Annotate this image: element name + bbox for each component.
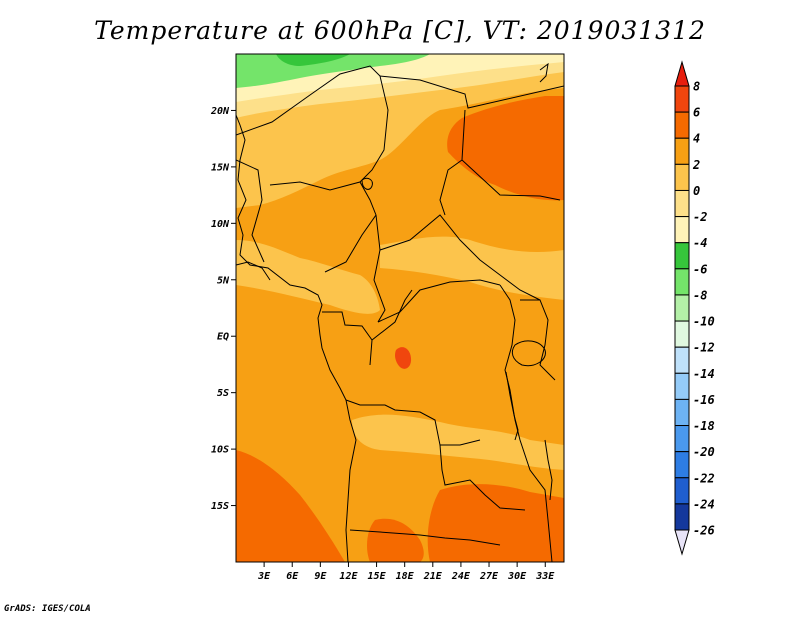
border-congo-north <box>377 279 501 323</box>
lon-tick-label: 33E <box>535 571 555 582</box>
colorbar-level-label: -20 <box>693 445 715 459</box>
lon-tick-label: 27E <box>479 571 499 582</box>
colorbar-level-label: -16 <box>693 393 715 407</box>
colorbar-level-label: 4 <box>693 132 700 146</box>
lake-tanganyika <box>505 371 519 441</box>
colorbar-level-label: -10 <box>693 315 715 329</box>
colorbar-level-label: -6 <box>693 262 707 276</box>
colorbar-segment <box>674 477 690 505</box>
border-car <box>379 214 541 301</box>
colorbar-level-label: 8 <box>693 80 700 94</box>
lon-tick-label: 15E <box>368 571 387 582</box>
field-band-4-to-6-southeast <box>427 484 564 562</box>
border-angola-zambia <box>439 444 526 511</box>
lon-tick-label: 3E <box>257 571 271 582</box>
latitude-axis: 20N 15N 10N 5N EQ 5S 10S 15S <box>210 106 236 512</box>
colorbar-level-label: -14 <box>693 367 715 381</box>
colorbar-segment <box>674 398 690 427</box>
border-congo-drc <box>371 289 413 341</box>
lat-tick-label: 15N <box>211 162 230 173</box>
lat-tick-label: 5S <box>217 388 229 399</box>
lon-tick-label: 21E <box>423 571 443 582</box>
lon-tick-label: 24E <box>451 571 471 582</box>
border-sahara-1 <box>236 65 381 136</box>
lake-chad <box>361 177 373 190</box>
colorbar: 8 6 4 2 0 -2 -4 -6 -8 -10 -12 -14 -16 -18 -20 -22 -24 -26 <box>674 60 715 556</box>
border-sahara-2 <box>359 75 389 183</box>
lat-tick-label: 10N <box>211 219 230 230</box>
border-west-small <box>236 159 265 263</box>
colorbar-top-arrow <box>674 60 690 87</box>
field-band-4-to-6-south-central <box>367 518 424 562</box>
colorbar-level-label: 2 <box>692 158 700 172</box>
border-sudan <box>461 159 561 201</box>
field-band-4-to-6-lake <box>395 347 412 369</box>
lat-tick-label: EQ <box>217 332 229 343</box>
lat-tick-label: 5N <box>217 275 230 286</box>
colorbar-segment <box>674 503 690 531</box>
map-frame <box>235 53 565 563</box>
colorbar-segment <box>674 425 690 453</box>
temperature-field <box>236 54 564 562</box>
border-cameroon <box>373 214 386 323</box>
lon-tick-label: 12E <box>339 571 358 582</box>
colorbar-segment <box>674 189 690 218</box>
colorbar-level-label: -26 <box>693 524 715 538</box>
colorbar-segment <box>674 294 690 322</box>
field-band-0-to-2-south <box>352 414 564 470</box>
border-gabon <box>322 311 373 366</box>
colorbar-segment <box>674 372 690 400</box>
colorbar-segment <box>674 111 690 139</box>
field-band-minus6-to-minus4 <box>276 54 350 66</box>
colorbar-segment <box>674 268 690 296</box>
colorbar-level-label: 6 <box>693 106 700 120</box>
colorbar-segment <box>674 320 690 348</box>
colorbar-segment <box>674 216 690 244</box>
border-chad-sudan <box>439 109 466 216</box>
field-band-4-to-6-southwest <box>236 450 345 562</box>
border-nigeria <box>269 181 377 273</box>
colorbar-level-label: -4 <box>693 236 707 250</box>
border-sahara-3 <box>379 75 564 109</box>
lon-tick-label: 18E <box>396 571 415 582</box>
colorbar-segment <box>674 137 690 165</box>
colorbar-level-label: -2 <box>693 210 707 224</box>
lon-tick-label: 30E <box>507 571 527 582</box>
border-mauritania <box>236 261 271 281</box>
longitude-axis: 3E 6E 9E 12E 15E 18E 21E 24E 27E 30E 33E <box>257 562 555 582</box>
colorbar-level-label: -8 <box>693 288 707 302</box>
colorbar-level-label: -24 <box>693 497 715 511</box>
lon-tick-label: 9E <box>314 571 327 582</box>
map-title: Temperature at 600hPa [C], VT: 201903131… <box>94 16 706 45</box>
field-band-minus8-to-minus6 <box>236 54 430 88</box>
coastline-west-africa <box>236 114 357 562</box>
lat-tick-label: 15S <box>211 501 229 512</box>
colorbar-level-label: -18 <box>693 419 715 433</box>
credit-text: GrADS: IGES/COLA <box>4 604 91 614</box>
colorbar-level-label: 0 <box>693 184 700 198</box>
lat-tick-label: 10S <box>211 445 229 456</box>
field-band-0-to-2-west <box>236 240 380 314</box>
red-sea-coast <box>539 62 549 83</box>
colorbar-segment <box>674 85 690 113</box>
border-uganda-kenya <box>520 299 556 381</box>
lon-tick-label: 6E <box>286 571 299 582</box>
border-drc-angola <box>345 399 481 446</box>
colorbar-segment <box>674 346 690 374</box>
lake-malawi <box>544 439 553 501</box>
colorbar-bottom-arrow <box>674 529 690 556</box>
colorbar-level-label: -22 <box>693 471 715 485</box>
border-angola-namibia <box>349 529 501 546</box>
lat-tick-label: 20N <box>210 106 230 117</box>
colorbar-level-label: -12 <box>693 341 715 355</box>
field-band-0-to-2-central <box>380 236 564 300</box>
lake-victoria <box>511 340 546 367</box>
colorbar-segment <box>674 451 690 479</box>
field-band-4-to-6-northeast <box>447 96 564 201</box>
colorbar-segment <box>674 163 690 191</box>
colorbar-segment <box>674 242 690 270</box>
boundaries <box>236 62 564 562</box>
